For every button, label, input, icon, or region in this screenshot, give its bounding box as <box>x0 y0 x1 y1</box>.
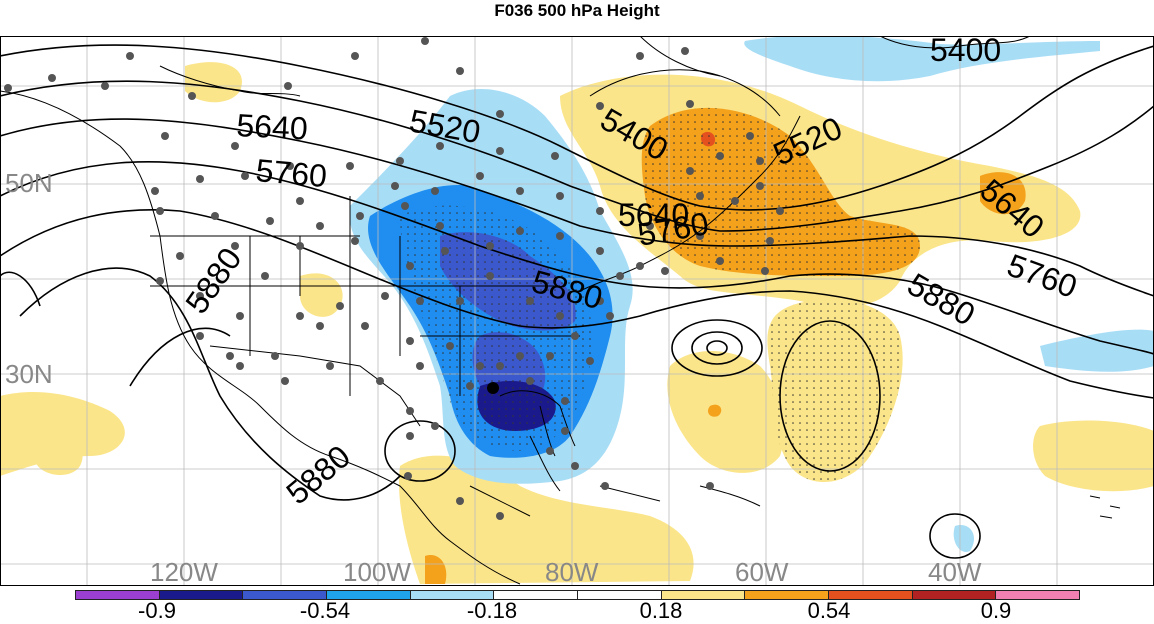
colorbar-tick-label: 0.54 <box>807 598 851 623</box>
colorbar-segment <box>243 591 328 599</box>
colorbar-tick-label: 0.9 <box>980 598 1012 623</box>
anomaly-shading <box>0 36 1154 584</box>
positive-anomaly-core <box>980 172 1026 215</box>
colorbar-segment <box>661 591 746 599</box>
station-markers <box>4 37 784 520</box>
map-panel: 5400 5520 5640 5760 5880 5400 5520 5640 … <box>0 36 1154 586</box>
colorbar-segment <box>76 591 160 599</box>
colorbar-tick-label: -0.18 <box>466 598 518 623</box>
height-contours <box>0 44 1154 559</box>
positive-anomaly-region <box>1033 420 1154 492</box>
contour-label: 5640 <box>236 107 309 147</box>
colorbar-segment <box>578 591 662 599</box>
map-title: F036 500 hPa Height <box>494 1 660 20</box>
colorbar-tick-label: -0.9 <box>138 598 176 623</box>
significance-stipple <box>641 107 920 277</box>
significance-stipple <box>767 299 903 483</box>
colorbar-segment <box>327 591 411 599</box>
axis-label-group: 50N 30N 120W 100W 80W 60W 40W <box>5 168 982 586</box>
colorbar-segment <box>829 591 913 599</box>
negative-anomaly-region <box>1040 329 1154 372</box>
lon-label-80w: 80W <box>545 557 599 586</box>
colorbar-segment <box>912 591 997 599</box>
positive-anomaly-region <box>0 391 125 476</box>
colorbar-segment <box>745 591 830 599</box>
contour-label: 5400 <box>930 36 1001 68</box>
positive-anomaly-core <box>707 404 722 417</box>
lat-label-50n: 50N <box>5 168 53 198</box>
height-anomaly-map: 5400 5520 5640 5760 5880 5400 5520 5640 … <box>0 36 1154 586</box>
lon-label-100w: 100W <box>343 557 411 586</box>
colorbar-tick-label: 0.18 <box>639 598 683 623</box>
colorbar <box>75 590 1080 600</box>
positive-anomaly-region <box>35 435 83 476</box>
negative-anomaly-region <box>953 525 975 552</box>
negative-anomaly-region <box>744 36 1100 82</box>
positive-anomaly-region <box>185 62 242 103</box>
lon-label-40w: 40W <box>928 557 982 586</box>
coastlines <box>0 36 1121 585</box>
colorbar-segment <box>159 591 244 599</box>
contour-label: 5760 <box>254 152 328 194</box>
lon-label-60w: 60W <box>735 557 789 586</box>
positive-anomaly-core <box>425 555 447 584</box>
colorbar-segment <box>996 591 1080 599</box>
lat-label-30n: 30N <box>5 359 53 389</box>
colorbar-segment <box>494 591 579 599</box>
positive-anomaly-region <box>300 273 343 317</box>
positive-anomaly-region <box>667 351 784 473</box>
lon-label-120w: 120W <box>150 557 218 586</box>
contour-label: 5640 <box>618 197 689 233</box>
colorbar-segment <box>410 591 495 599</box>
colorbar-tick-label: -0.54 <box>299 598 351 623</box>
